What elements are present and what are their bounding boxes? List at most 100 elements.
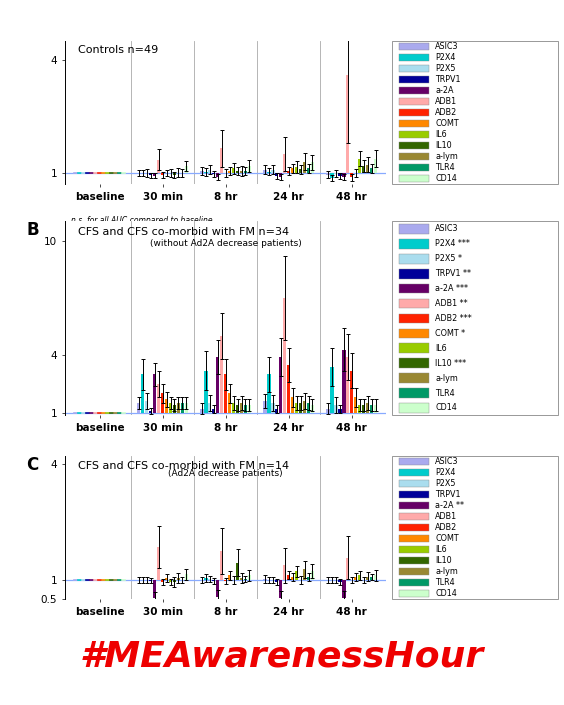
Bar (165, 399, 168, 412)
Bar (330, 367, 333, 412)
Bar (173, 405, 177, 412)
Bar (362, 405, 365, 412)
Bar (291, 577, 294, 580)
Bar (224, 374, 227, 412)
Text: CD14: CD14 (435, 403, 457, 412)
Text: (without Ad2A decrease patients): (without Ad2A decrease patients) (149, 239, 302, 248)
Text: P2X5 *: P2X5 * (435, 255, 462, 263)
Bar (334, 405, 338, 412)
Text: CD14: CD14 (435, 589, 457, 599)
Text: ASIC3: ASIC3 (435, 458, 459, 466)
Text: a-2A **: a-2A ** (435, 501, 464, 510)
Bar (275, 409, 279, 412)
Text: a-lym: a-lym (435, 374, 458, 383)
Bar (358, 405, 362, 412)
Bar (177, 578, 180, 580)
Bar (240, 403, 243, 412)
Bar (220, 551, 223, 580)
Bar (366, 577, 369, 580)
Bar (295, 403, 298, 412)
Bar (180, 403, 184, 412)
Bar (161, 393, 164, 412)
Text: ASIC3: ASIC3 (435, 42, 459, 51)
Text: TRPV1: TRPV1 (435, 490, 461, 499)
Bar (240, 171, 243, 173)
Bar (279, 357, 283, 412)
Bar (165, 578, 168, 580)
Bar (374, 159, 377, 173)
Bar (311, 162, 314, 173)
Text: ADB2: ADB2 (435, 108, 457, 117)
Bar (307, 403, 310, 412)
Bar (303, 161, 306, 173)
Text: CD14: CD14 (435, 174, 457, 183)
Text: ADB2 ***: ADB2 *** (435, 314, 472, 323)
Text: n.s. for all AUC compared to baseline: n.s. for all AUC compared to baseline (71, 216, 213, 225)
Bar (366, 403, 369, 412)
Bar (338, 580, 342, 582)
Bar (295, 572, 298, 580)
Bar (149, 411, 152, 412)
Bar (311, 572, 314, 580)
Bar (358, 575, 362, 580)
Bar (295, 167, 298, 173)
Bar (157, 547, 160, 580)
Bar (362, 166, 365, 173)
Bar (342, 580, 346, 598)
Text: CFS and CFS co-morbid with FM n=14: CFS and CFS co-morbid with FM n=14 (78, 460, 289, 471)
Bar (184, 166, 188, 173)
Text: ADB2: ADB2 (435, 523, 457, 532)
Bar (370, 577, 373, 580)
Bar (145, 401, 148, 412)
Bar (307, 577, 310, 580)
Text: CFS and CFS co-morbid with FM n=34: CFS and CFS co-morbid with FM n=34 (78, 227, 289, 238)
Bar (279, 173, 283, 178)
Bar (248, 405, 251, 412)
Text: COMT: COMT (435, 534, 459, 544)
Bar (228, 171, 231, 173)
Bar (137, 403, 140, 412)
Text: P2X5: P2X5 (435, 479, 456, 489)
Bar (338, 173, 342, 176)
Bar (354, 398, 358, 412)
Bar (330, 173, 333, 178)
Bar (141, 374, 144, 412)
Bar (248, 166, 251, 173)
Bar (374, 575, 377, 580)
Bar (275, 580, 279, 582)
Text: a-lym: a-lym (435, 152, 458, 161)
Bar (184, 574, 188, 580)
Bar (299, 403, 302, 412)
Bar (169, 580, 173, 582)
Bar (212, 409, 215, 412)
Bar (283, 565, 287, 580)
Text: IL6: IL6 (435, 344, 447, 352)
Bar (244, 171, 247, 173)
Bar (346, 558, 350, 580)
Bar (208, 170, 212, 173)
Bar (350, 173, 354, 178)
Bar (267, 374, 271, 412)
Bar (216, 357, 219, 412)
Bar (303, 569, 306, 580)
Bar (204, 172, 208, 173)
Text: C: C (27, 456, 38, 474)
Text: COMT: COMT (435, 119, 459, 128)
Bar (224, 580, 227, 581)
Bar (263, 170, 267, 173)
Bar (153, 173, 156, 176)
Bar (153, 374, 156, 412)
Text: TLR4: TLR4 (435, 578, 455, 587)
Bar (307, 168, 310, 173)
Bar (220, 148, 223, 173)
Text: ADB1: ADB1 (435, 97, 457, 106)
Bar (184, 403, 188, 412)
Text: P2X4: P2X4 (435, 468, 456, 477)
Bar (157, 159, 160, 173)
Bar (267, 172, 271, 173)
Bar (346, 357, 350, 412)
Bar (311, 405, 314, 412)
Bar (236, 563, 239, 580)
Bar (228, 393, 231, 412)
Text: B: B (27, 221, 39, 240)
